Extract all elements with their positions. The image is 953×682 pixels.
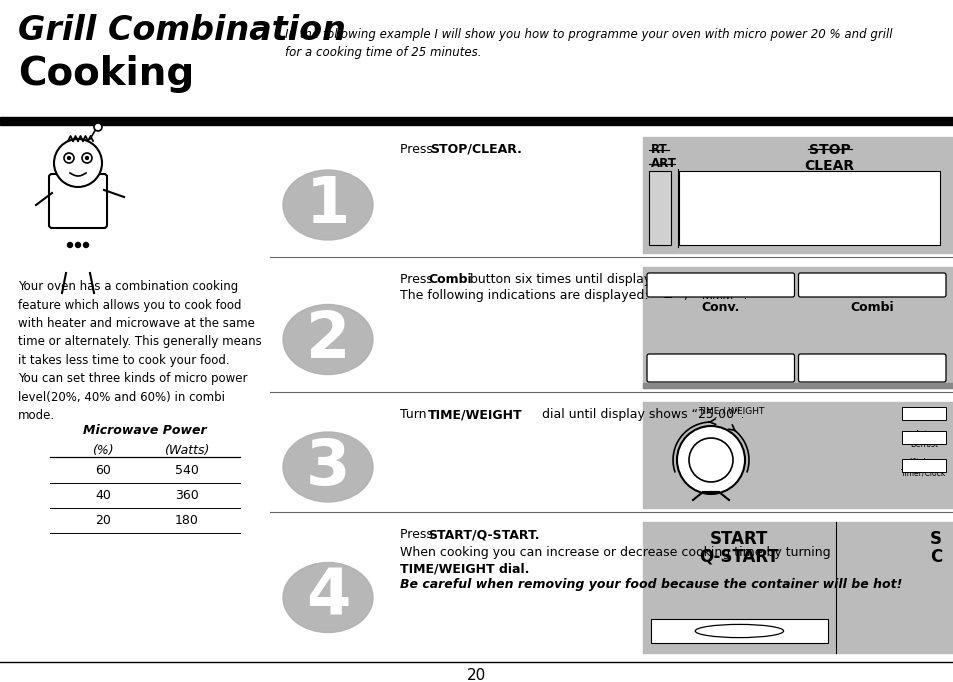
Text: Kitchen
Timer/Clock: Kitchen Timer/Clock [901, 458, 945, 477]
Ellipse shape [283, 432, 373, 502]
Text: TIME/WEIGHT dial.: TIME/WEIGHT dial. [399, 562, 529, 575]
FancyBboxPatch shape [798, 354, 945, 382]
Circle shape [64, 153, 74, 163]
Text: 4: 4 [306, 567, 350, 629]
Text: Your oven has a combination cooking
feature which allows you to cook food
with h: Your oven has a combination cooking feat… [18, 280, 261, 367]
Ellipse shape [283, 170, 373, 240]
Text: START: START [709, 530, 768, 548]
Text: TIME/WEIGHT: TIME/WEIGHT [428, 408, 522, 421]
FancyBboxPatch shape [646, 273, 794, 297]
Text: (%): (%) [92, 444, 114, 457]
Text: STOP/CLEAR.: STOP/CLEAR. [430, 143, 521, 156]
Text: 180: 180 [174, 514, 198, 527]
FancyBboxPatch shape [798, 273, 945, 297]
Bar [901, 459, 945, 472]
Bar [642, 267, 953, 388]
Bar [648, 171, 670, 245]
Text: 3: 3 [305, 436, 350, 498]
Text: Turn: Turn [399, 408, 430, 421]
Bar [642, 383, 953, 388]
Text: 360: 360 [174, 489, 198, 502]
Text: Press: Press [399, 143, 436, 156]
Text: RT: RT [650, 143, 667, 156]
Text: Combi: Combi [428, 273, 471, 286]
Bar [642, 522, 953, 653]
Circle shape [677, 426, 744, 494]
Circle shape [86, 156, 89, 160]
Text: Press: Press [399, 273, 436, 286]
Circle shape [82, 153, 91, 163]
Text: Be careful when removing your food because the container will be hot!: Be careful when removing your food becau… [399, 578, 902, 591]
Circle shape [75, 243, 80, 248]
Bar [642, 402, 953, 508]
Text: START/Q-START.: START/Q-START. [428, 528, 539, 541]
Text: button six times until display shows “180W”.: button six times until display shows “18… [465, 273, 750, 286]
Text: Conv.: Conv. [700, 301, 740, 314]
Circle shape [54, 139, 102, 187]
Bar [642, 137, 953, 253]
Circle shape [94, 123, 102, 131]
Text: Press: Press [399, 528, 436, 541]
Text: 60: 60 [95, 464, 111, 477]
Circle shape [84, 243, 89, 248]
Text: 20: 20 [467, 668, 486, 682]
Text: In the following example I will show you how to programme your oven with micro p: In the following example I will show you… [285, 28, 892, 41]
Text: Grill Combination: Grill Combination [18, 14, 346, 47]
Circle shape [68, 156, 71, 160]
Text: The following indications are displayed: “ ≡ ”, “ ʍʍʍ ”.: The following indications are displayed:… [399, 289, 746, 302]
Text: STOP: STOP [808, 143, 849, 157]
Text: 20: 20 [95, 514, 111, 527]
FancyBboxPatch shape [49, 174, 107, 228]
Ellipse shape [283, 563, 373, 632]
Ellipse shape [283, 304, 373, 374]
Text: dial until display shows “25:00”.: dial until display shows “25:00”. [537, 408, 743, 421]
Bar [679, 171, 939, 245]
Text: S: S [929, 530, 941, 548]
Text: for a cooking time of 25 minutes.: for a cooking time of 25 minutes. [285, 46, 481, 59]
Bar [901, 431, 945, 444]
Text: (Watts): (Watts) [164, 444, 210, 457]
Bar [0, 117, 953, 125]
Text: You can set three kinds of micro power
level(20%, 40% and 60%) in combi
mode.: You can set three kinds of micro power l… [18, 372, 247, 422]
Text: Q-START: Q-START [699, 548, 779, 566]
Bar [901, 407, 945, 420]
Text: Microwave Power: Microwave Power [83, 424, 207, 437]
Circle shape [688, 438, 732, 482]
Text: Combi: Combi [849, 301, 893, 314]
Text: CLEAR: CLEAR [803, 159, 854, 173]
Text: Cooking: Cooking [18, 55, 194, 93]
Bar [650, 619, 827, 643]
Text: ART: ART [650, 157, 677, 170]
Text: C: C [929, 548, 941, 566]
Text: 540: 540 [174, 464, 198, 477]
Text: When cooking you can increase or decrease cooking time by turning: When cooking you can increase or decreas… [399, 546, 830, 559]
Text: TIME / WEIGHT: TIME / WEIGHT [698, 407, 763, 416]
Text: Auto
Defrost: Auto Defrost [909, 430, 937, 449]
FancyBboxPatch shape [646, 354, 794, 382]
Text: 40: 40 [95, 489, 111, 502]
Circle shape [68, 243, 72, 248]
Text: 1: 1 [306, 174, 350, 236]
Text: 2: 2 [306, 308, 350, 370]
